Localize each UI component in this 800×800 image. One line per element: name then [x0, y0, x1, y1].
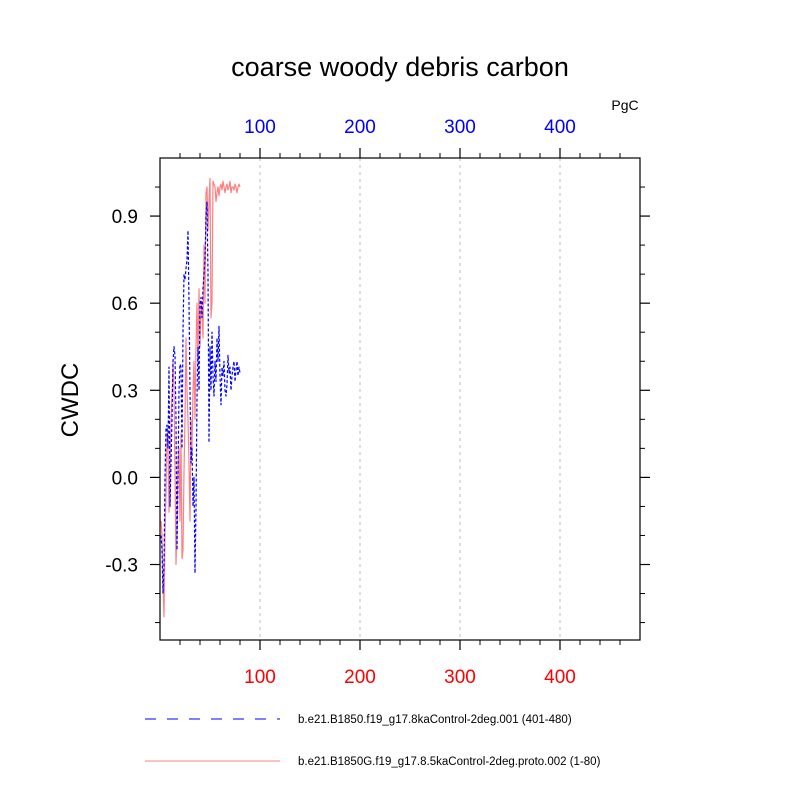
y-tick-label: 0.6	[112, 294, 138, 315]
top-tick-label: 100	[244, 117, 276, 138]
legend-label-1: b.e21.B1850.f19_g17.8kaControl-2deg.001 …	[298, 714, 572, 726]
y-axis: -0.3 0.0 0.3 0.6 0.9	[105, 186, 650, 624]
bottom-x-axis: 100 200 300 400	[179, 640, 621, 688]
y-tick-label: 0.9	[112, 207, 138, 228]
top-tick-label: 200	[344, 117, 376, 138]
top-x-axis: 100 200 300 400	[179, 117, 621, 158]
series-line-2	[160, 177, 241, 618]
bottom-tick-label: 300	[444, 667, 476, 688]
chart-title: coarse woody debris carbon	[231, 52, 569, 82]
bottom-tick-label: 400	[544, 667, 576, 688]
y-tick-label: 0.3	[112, 381, 138, 402]
bottom-tick-label: 100	[244, 667, 276, 688]
plot-series	[160, 177, 241, 618]
legend: b.e21.B1850.f19_g17.8kaControl-2deg.001 …	[145, 714, 601, 768]
y-tick-label: 0.0	[112, 468, 138, 489]
gridlines	[259, 158, 561, 640]
y-tick-label: -0.3	[105, 556, 138, 577]
top-tick-label: 400	[544, 117, 576, 138]
series-line-1	[160, 201, 241, 595]
units-label: PgC	[611, 97, 638, 113]
legend-label-2: b.e21.B1850G.f19_g17.8.5kaControl-2deg.p…	[298, 756, 601, 768]
plot-frame	[159, 157, 641, 641]
y-axis-label: CWDC	[57, 363, 84, 438]
top-tick-label: 300	[444, 117, 476, 138]
bottom-tick-label: 200	[344, 667, 376, 688]
